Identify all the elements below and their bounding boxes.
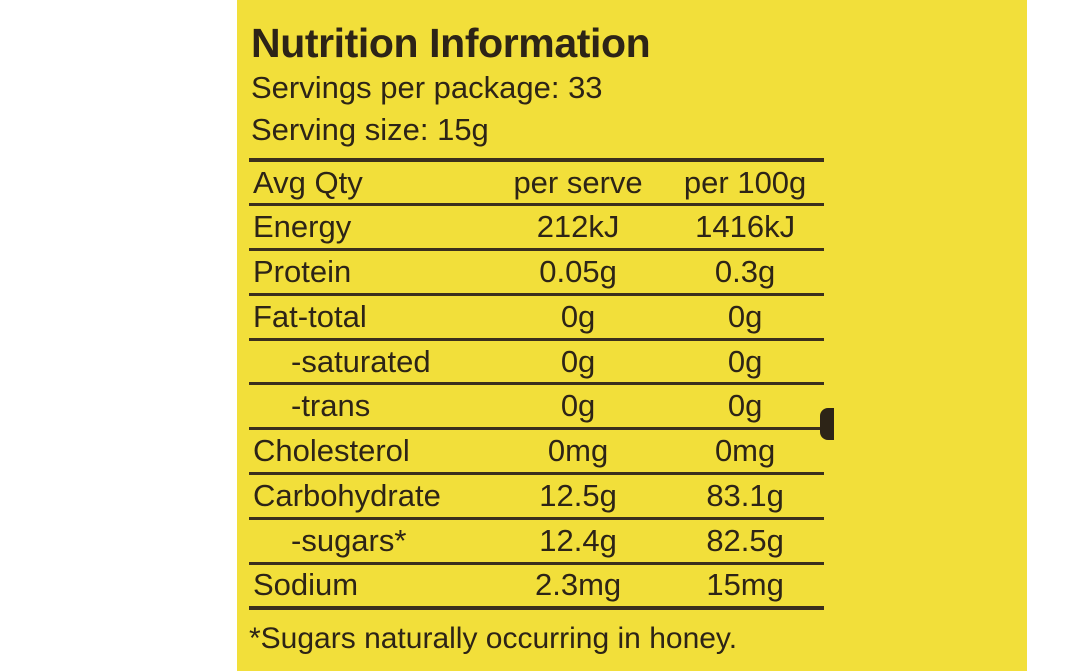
table-row: Sodium 2.3mg 15mg (249, 561, 824, 610)
servings-per-package: Servings per package: 33 (251, 70, 603, 105)
nutrient-name: Cholesterol (249, 427, 490, 474)
per-100g-value: 0.3g (666, 248, 824, 295)
per-serve-value: 2.3mg (489, 561, 667, 610)
per-serve-value: 0mg (489, 427, 667, 474)
nutrient-name: -saturated (249, 337, 490, 384)
per-100g-value: 0g (666, 337, 824, 384)
header-per-serve: per serve (489, 158, 667, 205)
nutrition-table: Avg Qty per serve per 100g Energy 212kJ … (249, 158, 824, 610)
nutrient-name: -sugars* (249, 516, 490, 564)
header-per-100g: per 100g (666, 158, 824, 205)
nutrient-name: Sodium (249, 561, 490, 610)
per-100g-value: 0mg (666, 427, 824, 474)
footnote: *Sugars naturally occurring in honey. (249, 622, 738, 655)
per-100g-value: 0g (666, 382, 824, 429)
table-row: Carbohydrate 12.5g 83.1g (249, 472, 824, 519)
per-100g-value: 82.5g (666, 516, 824, 564)
header-avg-qty: Avg Qty (249, 158, 490, 205)
table-row: Fat-total 0g 0g (249, 292, 824, 340)
nutrient-name: Carbohydrate (249, 472, 490, 519)
table-row: -trans 0g 0g (249, 382, 824, 429)
per-serve-value: 0g (489, 292, 667, 340)
table-row: -saturated 0g 0g (249, 337, 824, 384)
nutrient-name: Fat-total (249, 292, 490, 340)
per-serve-value: 0g (489, 337, 667, 384)
nutrient-name: Protein (249, 248, 490, 295)
label-title: Nutrition Information (251, 20, 651, 66)
per-100g-value: 1416kJ (666, 203, 824, 250)
per-serve-value: 0g (489, 382, 667, 429)
per-serve-value: 212kJ (489, 203, 667, 250)
per-100g-value: 0g (666, 292, 824, 340)
nutrient-name: -trans (249, 382, 490, 429)
per-serve-value: 0.05g (489, 248, 667, 295)
per-100g-value: 83.1g (666, 472, 824, 519)
table-row: Cholesterol 0mg 0mg (249, 427, 824, 474)
table-row: -sugars* 12.4g 82.5g (249, 516, 824, 564)
edge-print-mark (820, 408, 834, 440)
table-header-row: Avg Qty per serve per 100g (249, 158, 824, 205)
table-row: Protein 0.05g 0.3g (249, 248, 824, 295)
table-row: Energy 212kJ 1416kJ (249, 203, 824, 250)
per-serve-value: 12.4g (489, 516, 667, 564)
nutrient-name: Energy (249, 203, 490, 250)
per-100g-value: 15mg (666, 561, 824, 610)
per-serve-value: 12.5g (489, 472, 667, 519)
serving-size: Serving size: 15g (251, 112, 489, 147)
nutrition-label: Nutrition Information Servings per packa… (237, 0, 1027, 671)
